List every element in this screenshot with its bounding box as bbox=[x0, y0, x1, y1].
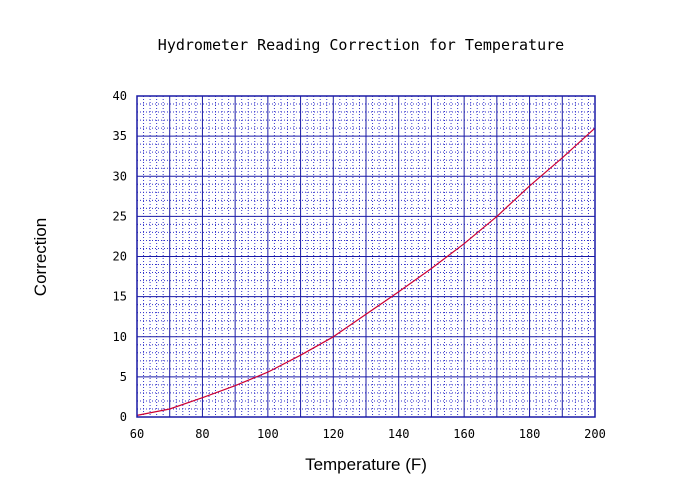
x-tick-label: 180 bbox=[519, 427, 541, 441]
y-tick-label: 15 bbox=[113, 290, 127, 304]
series-layer bbox=[136, 127, 596, 416]
y-tick-label: 5 bbox=[120, 370, 127, 384]
y-tick-label: 40 bbox=[113, 89, 127, 103]
x-tick-labels: 60 80 100 120 140 160 180 200 bbox=[130, 427, 606, 441]
y-tick-label: 25 bbox=[113, 209, 127, 223]
y-tick-label: 30 bbox=[113, 169, 127, 183]
y-tick-label: 10 bbox=[113, 330, 127, 344]
grid bbox=[137, 96, 595, 417]
x-tick-label: 140 bbox=[388, 427, 410, 441]
y-tick-label: 35 bbox=[113, 129, 127, 143]
plot-border bbox=[136, 95, 596, 418]
x-axis-label: Temperature (F) bbox=[305, 455, 427, 474]
chart-title: Hydrometer Reading Correction for Temper… bbox=[158, 36, 564, 54]
plot-frame bbox=[136, 95, 596, 418]
y-tick-label: 0 bbox=[120, 410, 127, 424]
y-tick-labels: 0 5 10 15 20 25 30 35 40 bbox=[113, 89, 127, 424]
x-tick-label: 80 bbox=[195, 427, 209, 441]
x-tick-label: 200 bbox=[584, 427, 606, 441]
y-tick-label: 20 bbox=[113, 250, 127, 264]
x-tick-label: 60 bbox=[130, 427, 144, 441]
x-tick-label: 100 bbox=[257, 427, 279, 441]
x-tick-label: 120 bbox=[322, 427, 344, 441]
x-tick-label: 160 bbox=[453, 427, 475, 441]
series-line bbox=[136, 127, 596, 416]
y-axis-label: Correction bbox=[31, 218, 50, 296]
